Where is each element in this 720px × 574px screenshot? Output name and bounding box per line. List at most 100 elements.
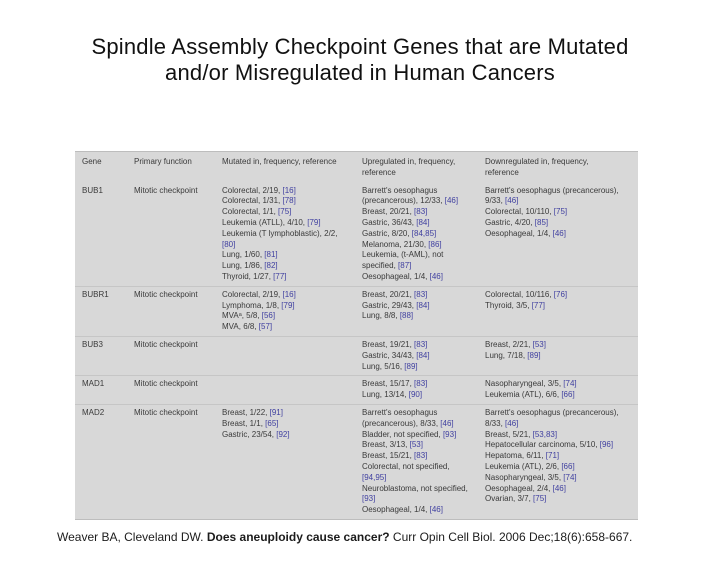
entry-line: Thyroid, 1/27, [77]: [222, 271, 287, 281]
entry-line: Colorectal, 1/1, [75]: [222, 207, 292, 217]
reference-number: [83]: [414, 339, 428, 349]
entry-line: Gastric, 23/54, [92]: [222, 429, 290, 439]
entry-line: Lung, 1/86, [82]: [222, 261, 278, 271]
entry-line: Leukemia (ATL), 2/6, [66]: [485, 461, 575, 471]
reference-number: [46]: [505, 196, 519, 206]
reference-number: [93]: [442, 429, 457, 439]
citation: Weaver BA, Cleveland DW. Does aneuploidy…: [57, 530, 697, 545]
mutated-cell: Breast, 1/22, [91] Breast, 1/1, [65] Gastr…: [222, 408, 362, 516]
reference-number: [75]: [533, 494, 547, 504]
gene-name: MAD1: [82, 379, 105, 389]
table-header-row: Gene Primary function Mutated in, freque…: [75, 152, 638, 183]
entry-line: Breast, 2/21, [53]: [485, 339, 546, 349]
reference-number: [53,83]: [532, 429, 558, 439]
reference-number: [92]: [276, 429, 290, 439]
entry-line: Oesophageal, 1/4, [46]: [485, 228, 566, 238]
gene-primary-function: Mitotic checkpoint: [134, 339, 198, 349]
reference-number: [83]: [414, 289, 428, 299]
citation-journal: Curr Opin Cell Biol. 2006 Dec;18(6):658-…: [389, 530, 633, 544]
gene-primary-function: Mitotic checkpoint: [134, 185, 198, 195]
reference-number: [79]: [281, 300, 295, 310]
reference-number: [88]: [399, 311, 414, 321]
reference-number: [77]: [531, 300, 546, 310]
entry-line: Nasopharyngeal, 3/5, [74]: [485, 379, 577, 389]
slide: Spindle Assembly Checkpoint Genes that a…: [0, 34, 720, 544]
entry-line: Oesophageal, 1/4, [46]: [362, 271, 443, 281]
slide-title: Spindle Assembly Checkpoint Genes that a…: [30, 34, 690, 86]
reference-number: [83]: [414, 207, 428, 217]
entry-line: Breast, 19/21, [83]: [362, 339, 428, 349]
entry-line: Barrett's oesophagus (precancerous), 12/…: [362, 185, 459, 206]
entry-line: Barrett's oesophagus (precancerous), 9/3…: [485, 185, 619, 206]
reference-number: [46]: [552, 228, 566, 238]
upregulated-cell: Barrett's oesophagus (precancerous), 12/…: [362, 186, 485, 283]
reference-number: [65]: [265, 418, 279, 428]
reference-number: [83]: [414, 451, 428, 461]
genes-table-body: BUB1 Mitotic checkpoint Colorectal, 2/19, …: [75, 183, 638, 519]
reference-number: [96]: [599, 440, 614, 450]
citation-authors: Weaver BA, Cleveland DW.: [57, 530, 207, 544]
entry-line: Lung, 13/14, [90]: [362, 390, 423, 400]
reference-number: [16]: [282, 185, 296, 195]
reference-number: [84,85]: [411, 228, 437, 238]
reference-number: [75]: [553, 207, 568, 217]
entry-line: Breast, 3/13, [53]: [362, 440, 423, 450]
mutated-cell: [222, 379, 362, 401]
entry-line: Lung, 7/18, [89]: [485, 350, 541, 360]
reference-number: [71]: [545, 451, 560, 461]
gene-name: BUBR1: [82, 289, 109, 299]
entry-line: Breast, 5/21, [53,83]: [485, 429, 558, 439]
mutated-cell: [222, 340, 362, 372]
table-row: MAD1 Mitotic checkpoint Breast, 15/17, [83…: [75, 375, 638, 404]
reference-number: [89]: [527, 350, 541, 360]
downregulated-cell: Barrett's oesophagus (precancerous), 9/3…: [485, 186, 638, 283]
reference-number: [46]: [429, 505, 443, 515]
entry-line: Lymphoma, 1/8, [79]: [222, 300, 295, 310]
reference-number: [87]: [398, 261, 412, 271]
entry-line: MVAᵃ, 5/8, [56]: [222, 311, 276, 321]
reference-number: [46]: [505, 418, 519, 428]
entry-line: Gastric, 36/43, [84]: [362, 217, 430, 227]
table-row: MAD2 Mitotic checkpoint Breast, 1/22, [91]…: [75, 403, 638, 519]
entry-line: Melanoma, 21/30, [86]: [362, 239, 442, 249]
entry-line: Lung, 1/60, [81]: [222, 250, 278, 260]
entry-line: Breast, 15/21, [83]: [362, 451, 428, 461]
citation-article-title: Does aneuploidy cause cancer?: [206, 530, 390, 544]
reference-number: [86]: [428, 239, 442, 249]
downregulated-cell: Breast, 2/21, [53] Lung, 7/18, [89]: [485, 340, 638, 372]
reference-number: [84]: [416, 300, 430, 310]
upregulated-cell: Breast, 15/17, [83] Lung, 13/14, [90]: [362, 379, 485, 401]
entry-line: Breast, 15/17, [83]: [362, 379, 428, 389]
reference-number: [80]: [222, 239, 236, 249]
reference-number: [46]: [429, 271, 443, 281]
table-row: BUB3 Mitotic checkpoint Breast, 19/21, [83…: [75, 335, 638, 375]
mutated-cell: Colorectal, 2/19, [16] Colorectal, 1/31, …: [222, 186, 362, 283]
entry-line: Colorectal, 1/31, [78]: [222, 196, 296, 206]
entry-line: Hepatocellular carcinoma, 5/10, [96]: [485, 440, 614, 450]
entry-line: Hepatoma, 6/11, [71]: [485, 451, 560, 461]
reference-number: [84]: [416, 350, 430, 360]
gene-name: MAD2: [82, 407, 105, 417]
reference-number: [66]: [561, 390, 575, 400]
entry-line: Colorectal, 10/116, [76]: [485, 289, 568, 299]
gene-name: BUB3: [82, 339, 103, 349]
header-gene: Gene: [82, 157, 102, 166]
entry-line: Breast, 20/21, [83]: [362, 207, 428, 217]
reference-number: [90]: [408, 390, 423, 400]
entry-line: Colorectal, 10/110, [75]: [485, 207, 568, 217]
reference-number: [89]: [404, 361, 418, 371]
reference-number: [83]: [414, 379, 428, 389]
reference-number: [82]: [264, 261, 278, 271]
entry-line: Colorectal, 2/19, [16]: [222, 185, 296, 195]
entry-line: Leukemia, (t-AML), not specified, [87]: [362, 250, 444, 271]
gene-name: BUB1: [82, 185, 103, 195]
entry-line: Bladder, not specified, [93]: [362, 429, 457, 439]
entry-line: Leukemia (T lymphoblastic), 2/2, [80]: [222, 228, 338, 249]
reference-number: [93]: [362, 494, 376, 504]
reference-number: [77]: [273, 271, 287, 281]
entry-line: Breast, 1/22, [91]: [222, 407, 283, 417]
entry-line: Oesophageal, 2/4, [46]: [485, 483, 566, 493]
reference-number: [78]: [282, 196, 296, 206]
entry-line: Gastric, 34/43, [84]: [362, 350, 430, 360]
reference-number: [66]: [561, 461, 575, 471]
